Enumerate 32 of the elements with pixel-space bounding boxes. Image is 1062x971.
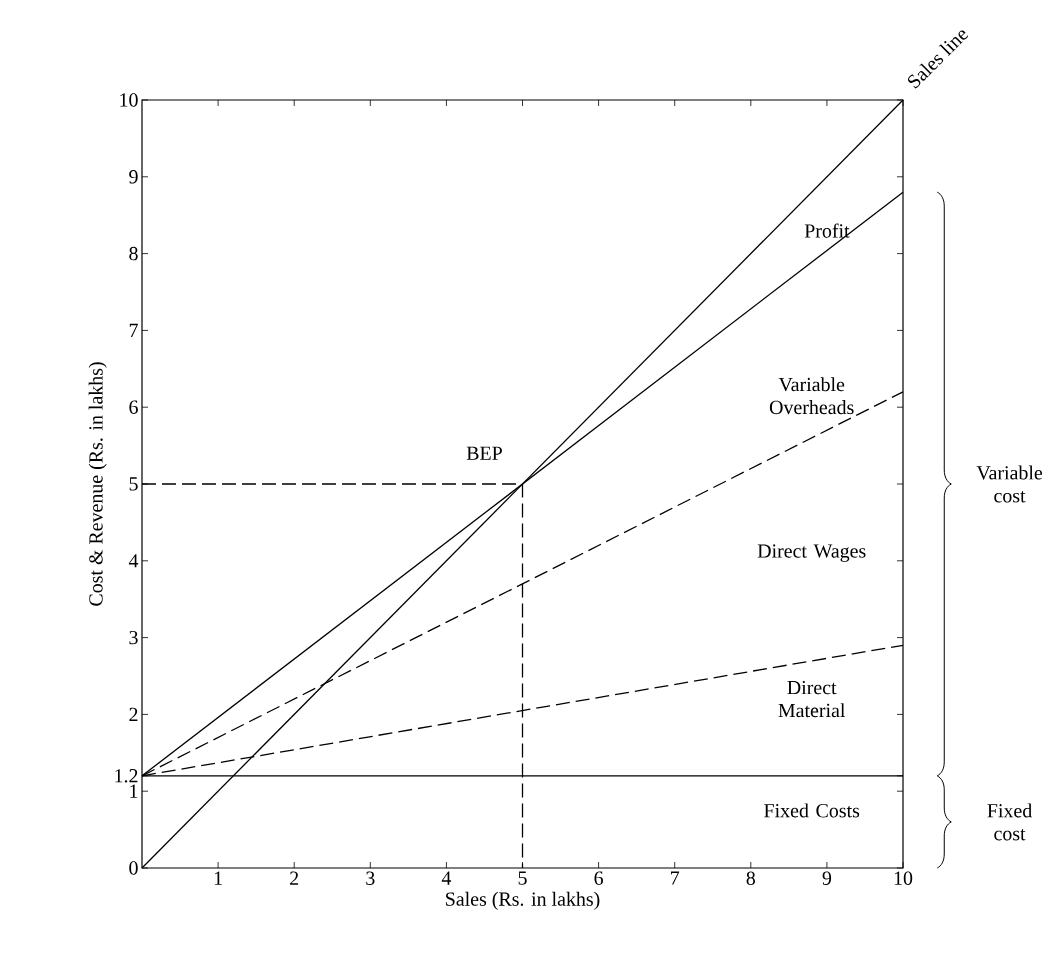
y-tick-label: 1: [130, 784, 138, 798]
annotation: Fixed Costs: [764, 803, 860, 818]
y-tick-label: 3: [129, 630, 138, 645]
y-tick-label: 8: [129, 246, 138, 261]
text: Variable cost: [976, 465, 1043, 503]
y-tick-label: 9: [129, 170, 138, 184]
annotation: Direct Material: [778, 680, 846, 718]
x-tick-label: 8: [746, 871, 756, 885]
y-axis-title: Cost & Revenue (Rs. in lakhs): [88, 362, 107, 606]
x-tick-label: 9: [822, 871, 832, 885]
x-axis-title: Sales (Rs. in lakhs): [446, 891, 600, 910]
annotation: Profit: [804, 223, 850, 238]
x-tick-label: 5: [518, 871, 527, 885]
y-tick-label: 7: [129, 323, 138, 337]
x-tick-label: 7: [671, 871, 680, 885]
annotation: BEP: [466, 446, 502, 460]
annotation: Direct Wages: [757, 544, 866, 562]
x-tick-label: 1: [214, 871, 222, 885]
y-tick-label: 0: [129, 861, 138, 875]
y-tick-label: 6: [129, 400, 138, 414]
y-tick-label: 4: [128, 554, 139, 568]
y-tick-label: 2: [129, 707, 138, 721]
y-tick-label: 1.2: [115, 769, 138, 783]
x-tick-label: 6: [594, 871, 603, 885]
x-tick-label: 3: [366, 871, 375, 885]
annotation: Variable Overheads: [769, 377, 854, 415]
x-tick-label: 4: [441, 871, 452, 885]
y-tick-label: 10: [120, 93, 138, 107]
text: Fixed cost: [987, 803, 1032, 841]
y-tick-label: 5: [129, 477, 138, 491]
x-tick-label: 10: [894, 871, 913, 885]
x-tick-label: 2: [290, 871, 299, 885]
